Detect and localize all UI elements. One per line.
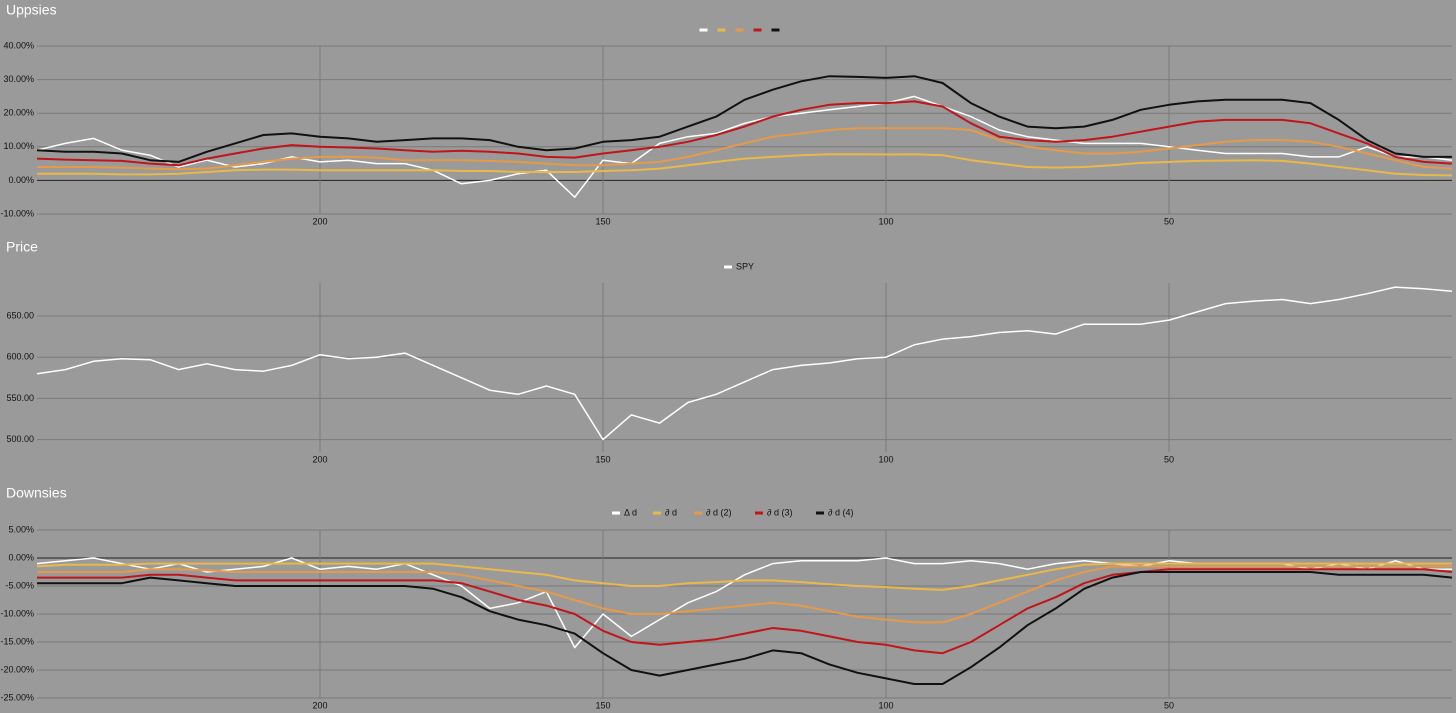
chart-title: Uppsies	[6, 2, 57, 18]
y-tick-label: 500.00	[6, 434, 34, 444]
legend-label: ∂ d (2)	[706, 507, 731, 517]
legend-swatch	[771, 28, 780, 32]
legend-label: ∂ d	[665, 507, 677, 517]
legend-swatch	[699, 28, 708, 32]
x-tick-label: 150	[595, 700, 610, 710]
y-tick-label: 600.00	[6, 352, 34, 362]
legend-swatch	[724, 265, 732, 269]
chart-panel: Downsies -25.00% -20.00% -15.00% -10.00% -5.0…	[0, 485, 1453, 710]
series-line	[36, 286, 1453, 441]
chart-panel: Price 500.00 550.00 600.00 650.00 200 150 100 50…	[6, 239, 1453, 464]
legend-label: ∂ d (4)	[828, 507, 853, 517]
x-tick-label: 150	[595, 454, 610, 464]
series-line	[37, 568, 1453, 655]
legend-swatch	[755, 511, 763, 515]
series-line	[37, 127, 1453, 171]
x-tick-label: 200	[312, 700, 327, 710]
y-tick-label: 650.00	[6, 310, 34, 320]
x-tick-label: 200	[312, 216, 327, 226]
legend-swatch	[816, 511, 824, 515]
y-tick-label: 30.00%	[3, 74, 34, 84]
y-tick-label: -5.00%	[5, 580, 34, 590]
y-tick-label: 550.00	[6, 393, 34, 403]
x-tick-label: 50	[1164, 454, 1174, 464]
x-tick-label: 100	[878, 216, 893, 226]
series-line	[37, 565, 1452, 624]
series-line	[37, 571, 1453, 685]
y-tick-label: 0.00%	[8, 552, 34, 562]
chart-panel: Uppsies -10.00% 0.00% 10.00% 20.00% 30.00% 40.…	[0, 2, 1453, 226]
legend-swatch	[653, 511, 661, 515]
series-line	[37, 153, 1453, 177]
y-tick-label: 20.00%	[3, 108, 34, 118]
y-tick-label: -10.00%	[0, 208, 34, 218]
x-tick-label: 200	[312, 454, 327, 464]
series-line	[36, 100, 1453, 167]
x-tick-label: 100	[878, 454, 893, 464]
x-tick-label: 50	[1164, 700, 1174, 710]
legend-swatch	[735, 28, 744, 32]
legend-label: ∂ d (3)	[767, 507, 792, 517]
legend-label: SPY	[736, 261, 754, 271]
y-tick-label: -15.00%	[0, 636, 34, 646]
y-tick-label: 5.00%	[8, 524, 34, 534]
y-tick-label: -10.00%	[0, 608, 34, 618]
y-tick-label: -20.00%	[0, 664, 34, 674]
legend-swatch	[753, 28, 762, 32]
series-line	[36, 75, 1452, 163]
series-line	[36, 562, 1452, 591]
chart-title: Price	[6, 239, 38, 255]
y-tick-label: 10.00%	[3, 141, 34, 151]
legend-swatch	[717, 28, 726, 32]
legend-swatch	[694, 511, 702, 515]
x-tick-label: 100	[878, 700, 893, 710]
x-tick-label: 50	[1164, 216, 1174, 226]
chart-title: Downsies	[6, 485, 67, 501]
legend-swatch	[612, 511, 620, 515]
y-tick-label: -25.00%	[0, 692, 34, 702]
legend-label: Δ d	[624, 507, 637, 517]
y-tick-label: 0.00%	[8, 175, 34, 185]
y-tick-label: 40.00%	[3, 40, 34, 50]
x-tick-label: 150	[595, 216, 610, 226]
